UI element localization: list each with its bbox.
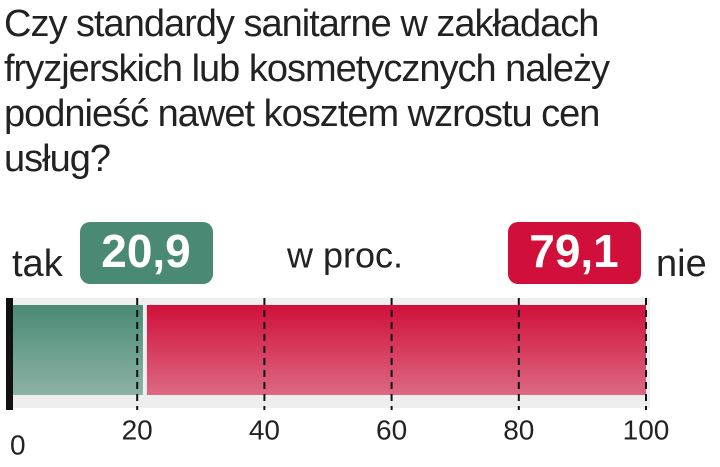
- value-label: 20,9: [101, 225, 191, 277]
- x-tick-label: 20: [122, 414, 153, 445]
- bar-segment: [146, 305, 646, 395]
- x-tick-label: 0: [10, 429, 26, 460]
- value-label-box: [80, 222, 213, 284]
- x-tick-label: 40: [249, 414, 280, 445]
- bar-segment: [10, 305, 143, 395]
- chart-title: Czy standardy sanitarne w zakładach fryz…: [4, 3, 610, 180]
- x-tick-label: 60: [376, 414, 407, 445]
- value-label: 79,1: [529, 225, 619, 277]
- legend-label: nie: [656, 243, 707, 285]
- x-tick-label: 80: [503, 414, 534, 445]
- value-label-box: [508, 222, 641, 284]
- subtitle: w proc.: [286, 235, 403, 276]
- legend-label: tak: [12, 243, 64, 285]
- x-tick-label: 100: [623, 414, 670, 445]
- axis-line: [6, 298, 13, 410]
